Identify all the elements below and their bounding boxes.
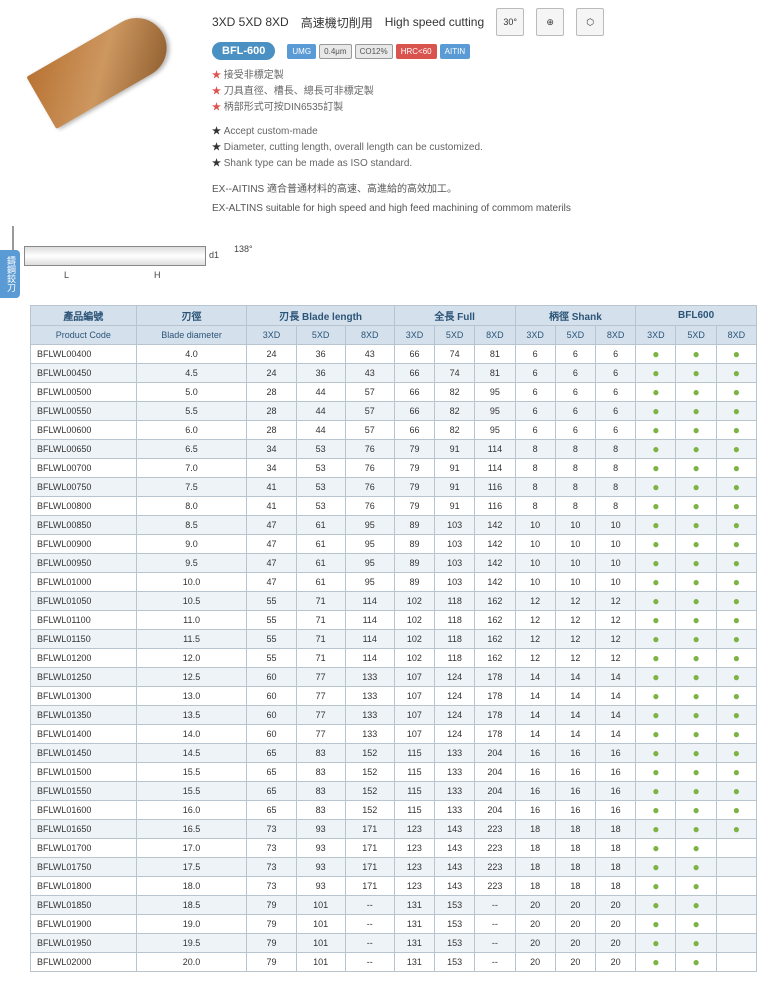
table-row: BFLWL008508.547619589103142101010●●●	[31, 516, 757, 535]
table-row: BFLWL0155015.56583152115133204161616●●●	[31, 782, 757, 801]
angle-icon: 30°	[496, 8, 524, 36]
th-product-cn: 產品編號	[31, 306, 137, 326]
ex-en: EX-ALTINS suitable for high speed and hi…	[212, 203, 745, 214]
model-badge: BFL-600	[212, 42, 275, 60]
drill-bit-image	[26, 7, 177, 129]
product-image	[12, 8, 192, 128]
table-row: BFLWL007507.54153767991116888●●●	[31, 478, 757, 497]
spec-label: 3XD 5XD 8XD	[212, 15, 289, 29]
th-product-en: Product Code	[31, 326, 137, 345]
th-dia-en: Blade diameter	[136, 326, 247, 345]
diagram-section: d d1 138° L H	[0, 222, 757, 290]
table-row: BFLWL0110011.05571114102118162121212●●●	[31, 611, 757, 630]
table-row: BFLWL0125012.56077133107124178141414●●●	[31, 668, 757, 687]
table-row: BFLWL0185018.579101--131153--202020●●	[31, 896, 757, 915]
diag-H: H	[154, 270, 161, 280]
tag: AITIN	[440, 44, 470, 59]
table-row: BFLWL0105010.55571114102118162121212●●●	[31, 592, 757, 611]
tag: 0.4μm	[319, 44, 351, 59]
table-row: BFLWL007007.03453767991114888●●●	[31, 459, 757, 478]
table-row: BFLWL0130013.06077133107124178141414●●●	[31, 687, 757, 706]
th-bfl: BFL600	[636, 306, 757, 326]
title-en: High speed cutting	[385, 15, 484, 29]
tag: HRC<60	[396, 44, 437, 59]
spec-table: 產品編號 刃徑 刃長 Blade length 全長 Full 柄徑 Shank…	[30, 305, 757, 972]
notes-cn: ★ 接受非標定製★ 刀具直徑、槽長、總長可非標定製★ 柄部形式可按DIN6535…	[212, 68, 745, 116]
table-row: BFLWL0145014.56583152115133204161616●●●	[31, 744, 757, 763]
table-row: BFLWL008008.04153767991116888●●●	[31, 497, 757, 516]
table-row: BFLWL004504.5243643667481666●●●	[31, 364, 757, 383]
diag-angle: 138°	[234, 244, 253, 254]
table-row: BFLWL0140014.06077133107124178141414●●●	[31, 725, 757, 744]
table-row: BFLWL0195019.579101--131153--202020●●	[31, 934, 757, 953]
header-section: 3XD 5XD 8XD 高速機切削用 High speed cutting 30…	[0, 0, 757, 222]
table-row: BFLWL0175017.57393171123143223181818●●	[31, 858, 757, 877]
info-area: 3XD 5XD 8XD 高速機切削用 High speed cutting 30…	[212, 8, 745, 214]
tool-icon: ⊕	[536, 8, 564, 36]
table-row: BFLWL0135013.56077133107124178141414●●●	[31, 706, 757, 725]
table-row: BFLWL0120012.05571114102118162121212●●●	[31, 649, 757, 668]
table-row: BFLWL006006.0284457668295666●●●	[31, 421, 757, 440]
table-row: BFLWL005505.5284457668295666●●●	[31, 402, 757, 421]
table-row: BFLWL009009.047619589103142101010●●●	[31, 535, 757, 554]
table-row: BFLWL0170017.07393171123143223181818●●	[31, 839, 757, 858]
tags: UMG 0.4μm CO12% HRC<60 AITIN	[287, 44, 470, 59]
technical-diagram: d d1 138° L H	[12, 226, 254, 286]
table-row: BFLWL0165016.57393171123143223181818●●●	[31, 820, 757, 839]
tag: CO12%	[355, 44, 393, 59]
table-row: BFLWL0190019.079101--131153--202020●●	[31, 915, 757, 934]
th-dia-cn: 刃徑	[136, 306, 247, 326]
table-row: BFLWL0115011.55571114102118162121212●●●	[31, 630, 757, 649]
ex-cn: EX--AITINS 適合普通材料的高速、高進給的高效加工。	[212, 180, 745, 195]
table-row: BFLWL005005.0284457668295666●●●	[31, 383, 757, 402]
shank-icon: ⬡	[576, 8, 604, 36]
table-row: BFLWL0150015.56583152115133204161616●●●	[31, 763, 757, 782]
side-tab: 鑄鋼鉸刀	[0, 250, 20, 298]
table-row: BFLWL009509.547619589103142101010●●●	[31, 554, 757, 573]
table-row: BFLWL0100010.047619589103142101010●●●	[31, 573, 757, 592]
table-row: BFLWL004004.0243643667481666●●●	[31, 345, 757, 364]
diag-L: L	[64, 270, 69, 280]
table-body: BFLWL004004.0243643667481666●●●BFLWL0045…	[31, 345, 757, 972]
table-row: BFLWL0160016.06583152115133204161616●●●	[31, 801, 757, 820]
tag: UMG	[287, 44, 316, 59]
table-row: BFLWL0200020.079101--131153--202020●●	[31, 953, 757, 972]
table-row: BFLWL0180018.07393171123143223181818●●	[31, 877, 757, 896]
title-cn: 高速機切削用	[301, 14, 373, 31]
table-row: BFLWL006506.53453767991114888●●●	[31, 440, 757, 459]
notes-en: ★ Accept custom-made★ Diameter, cutting …	[212, 124, 745, 172]
diag-d1: d1	[209, 250, 219, 260]
